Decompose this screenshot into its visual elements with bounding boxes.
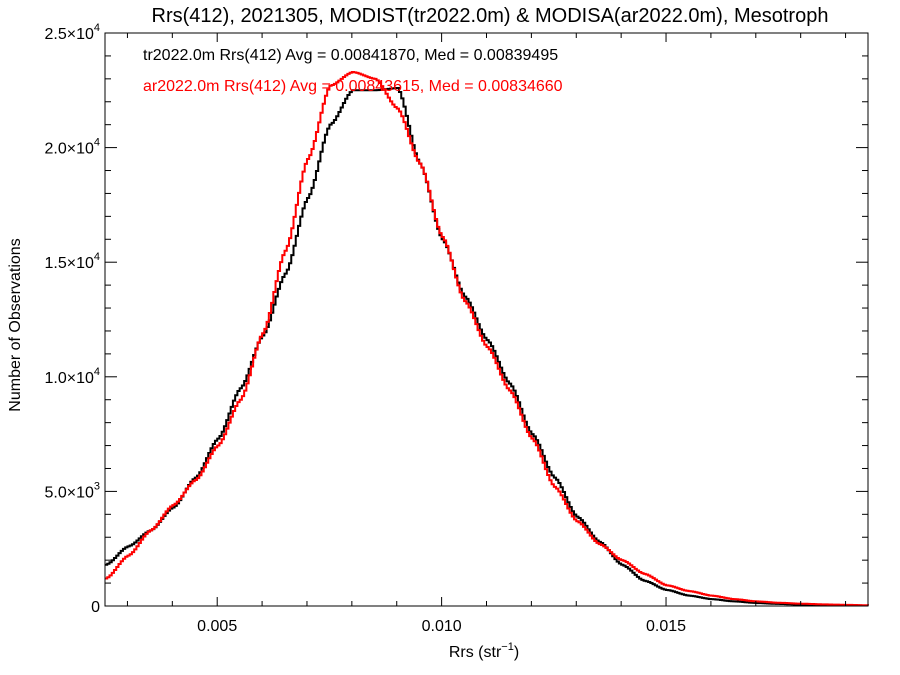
y-tick-exponent: 4 [94,137,100,149]
y-tick-mantissa: 5.0×10 [44,484,93,501]
x-tick-label: 0.005 [197,618,237,635]
y-tick-label: 0 [91,599,100,616]
annotation-black: tr2022.0m Rrs(412) Avg = 0.00841870, Med… [143,47,558,64]
y-tick-mantissa: 1.5×10 [44,255,93,272]
series-layer [105,70,869,607]
y-tick-label: 5.0×103 [44,480,100,501]
series-modist-line [105,87,869,607]
y-axis-label-text: Number of Observations [7,238,24,411]
y-tick-mantissa: 0 [91,599,100,616]
y-tick-label: 2.5×104 [44,22,100,43]
y-tick-mantissa: 2.0×10 [44,141,93,158]
plot-frame [104,32,869,607]
series-modisa-line [105,70,869,607]
x-axis-label-sup: −1 [501,641,514,653]
chart-title: Rrs(412), 2021305, MODIST(tr2022.0m) & M… [152,5,829,27]
y-tick-exponent: 4 [94,251,100,263]
y-tick-exponent: 4 [94,22,100,34]
x-tick-label: 0.010 [422,618,462,635]
y-tick-mantissa: 1.0×10 [44,370,93,387]
y-tick-mantissa: 2.5×10 [44,26,93,43]
x-axis-label: Rrs (str−1) [449,641,519,661]
ticks-layer: 0.005 0.010 0.01505.0×1031.0×1041.5×1042.0… [44,22,868,635]
annotation-red: ar2022.0m Rrs(412) Avg = 0.00843615, Med… [143,78,563,95]
y-tick-label: 2.0×104 [44,137,100,158]
x-axis-label-main: Rrs (str [449,644,502,661]
x-axis-label-close: ) [514,644,519,661]
y-tick-exponent: 4 [94,366,100,378]
y-tick-exponent: 3 [94,480,100,492]
y-tick-label: 1.0×104 [44,366,100,387]
x-tick-label: 0.015 [646,618,686,635]
y-tick-label: 1.5×104 [44,251,100,272]
y-axis-label: Number of Observations [7,238,24,411]
